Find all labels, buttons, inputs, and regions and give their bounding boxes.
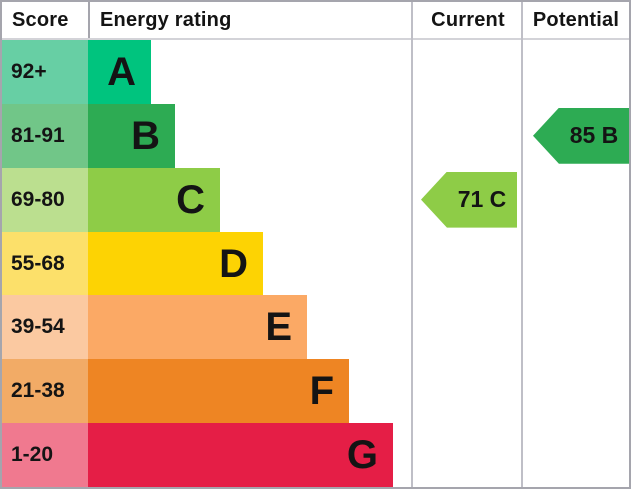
band-letter-e: E: [265, 305, 292, 350]
band-row-g: 1-20 G: [2, 423, 629, 488]
score-range-a: 92+: [2, 40, 88, 104]
band-rows: 92+ A 81-91 B 69-80 C 55-68 D 39-54 E 21…: [2, 40, 629, 488]
band-bar-d: D: [88, 231, 263, 296]
current-rating-arrow: 71 C: [421, 171, 517, 228]
current-rating-label: 71 C: [457, 186, 507, 213]
potential-rating-label: 85 B: [569, 122, 619, 149]
band-letter-d: D: [219, 241, 248, 286]
score-column-header: Score: [2, 2, 90, 38]
band-row-d: 55-68 D: [2, 231, 629, 296]
band-bar-e: E: [88, 295, 307, 360]
divider-current-potential: [521, 2, 523, 487]
table-header: Score Energy rating Current Potential: [2, 2, 629, 40]
band-bar-g: G: [88, 423, 393, 488]
band-letter-c: C: [176, 177, 205, 222]
score-range-b: 81-91: [2, 103, 88, 168]
band-letter-b: B: [131, 113, 160, 158]
band-row-f: 21-38 F: [2, 359, 629, 424]
band-bar-b: B: [88, 103, 175, 168]
score-range-d: 55-68: [2, 231, 88, 296]
band-row-c: 69-80 C: [2, 167, 629, 232]
score-range-e: 39-54: [2, 295, 88, 360]
band-letter-g: G: [346, 433, 378, 478]
band-bar-c: C: [88, 167, 220, 232]
band-letter-a: A: [107, 49, 136, 94]
current-column-header: Current: [431, 8, 505, 31]
band-bar-f: F: [88, 359, 349, 424]
potential-column-header: Potential: [532, 8, 620, 31]
band-row-e: 39-54 E: [2, 295, 629, 360]
score-range-g: 1-20: [2, 423, 88, 488]
band-letter-f: F: [309, 369, 334, 414]
band-row-a: 92+ A: [2, 40, 629, 104]
score-range-c: 69-80: [2, 167, 88, 232]
energy-rating-column-header: Energy rating: [100, 8, 232, 31]
divider-energy-current: [411, 2, 413, 487]
score-range-f: 21-38: [2, 359, 88, 424]
band-bar-a: A: [88, 40, 151, 104]
band-row-b: 81-91 B: [2, 103, 629, 168]
